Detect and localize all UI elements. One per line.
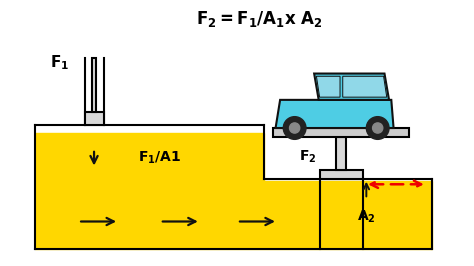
Polygon shape [275,100,393,128]
Bar [92,58,96,112]
Bar [84,112,104,125]
Polygon shape [35,133,432,249]
Text: $\mathbf{A_2}$: $\mathbf{A_2}$ [357,208,376,225]
Bar [320,170,363,179]
Text: $\mathbf{F_1/A1}$: $\mathbf{F_1/A1}$ [138,150,182,166]
Polygon shape [314,73,389,100]
Circle shape [366,117,389,139]
Text: $\mathbf{F_2 = F_1/A_1x\ A_2}$: $\mathbf{F_2 = F_1/A_1x\ A_2}$ [196,9,323,29]
Circle shape [373,123,383,133]
Text: $\mathbf{F_2}$: $\mathbf{F_2}$ [299,148,316,165]
Polygon shape [343,76,387,97]
Circle shape [290,123,300,133]
Polygon shape [317,76,340,97]
Text: $\mathbf{F_1}$: $\mathbf{F_1}$ [50,53,69,72]
Bar [273,128,410,137]
Bar [337,137,346,170]
Circle shape [283,117,306,139]
